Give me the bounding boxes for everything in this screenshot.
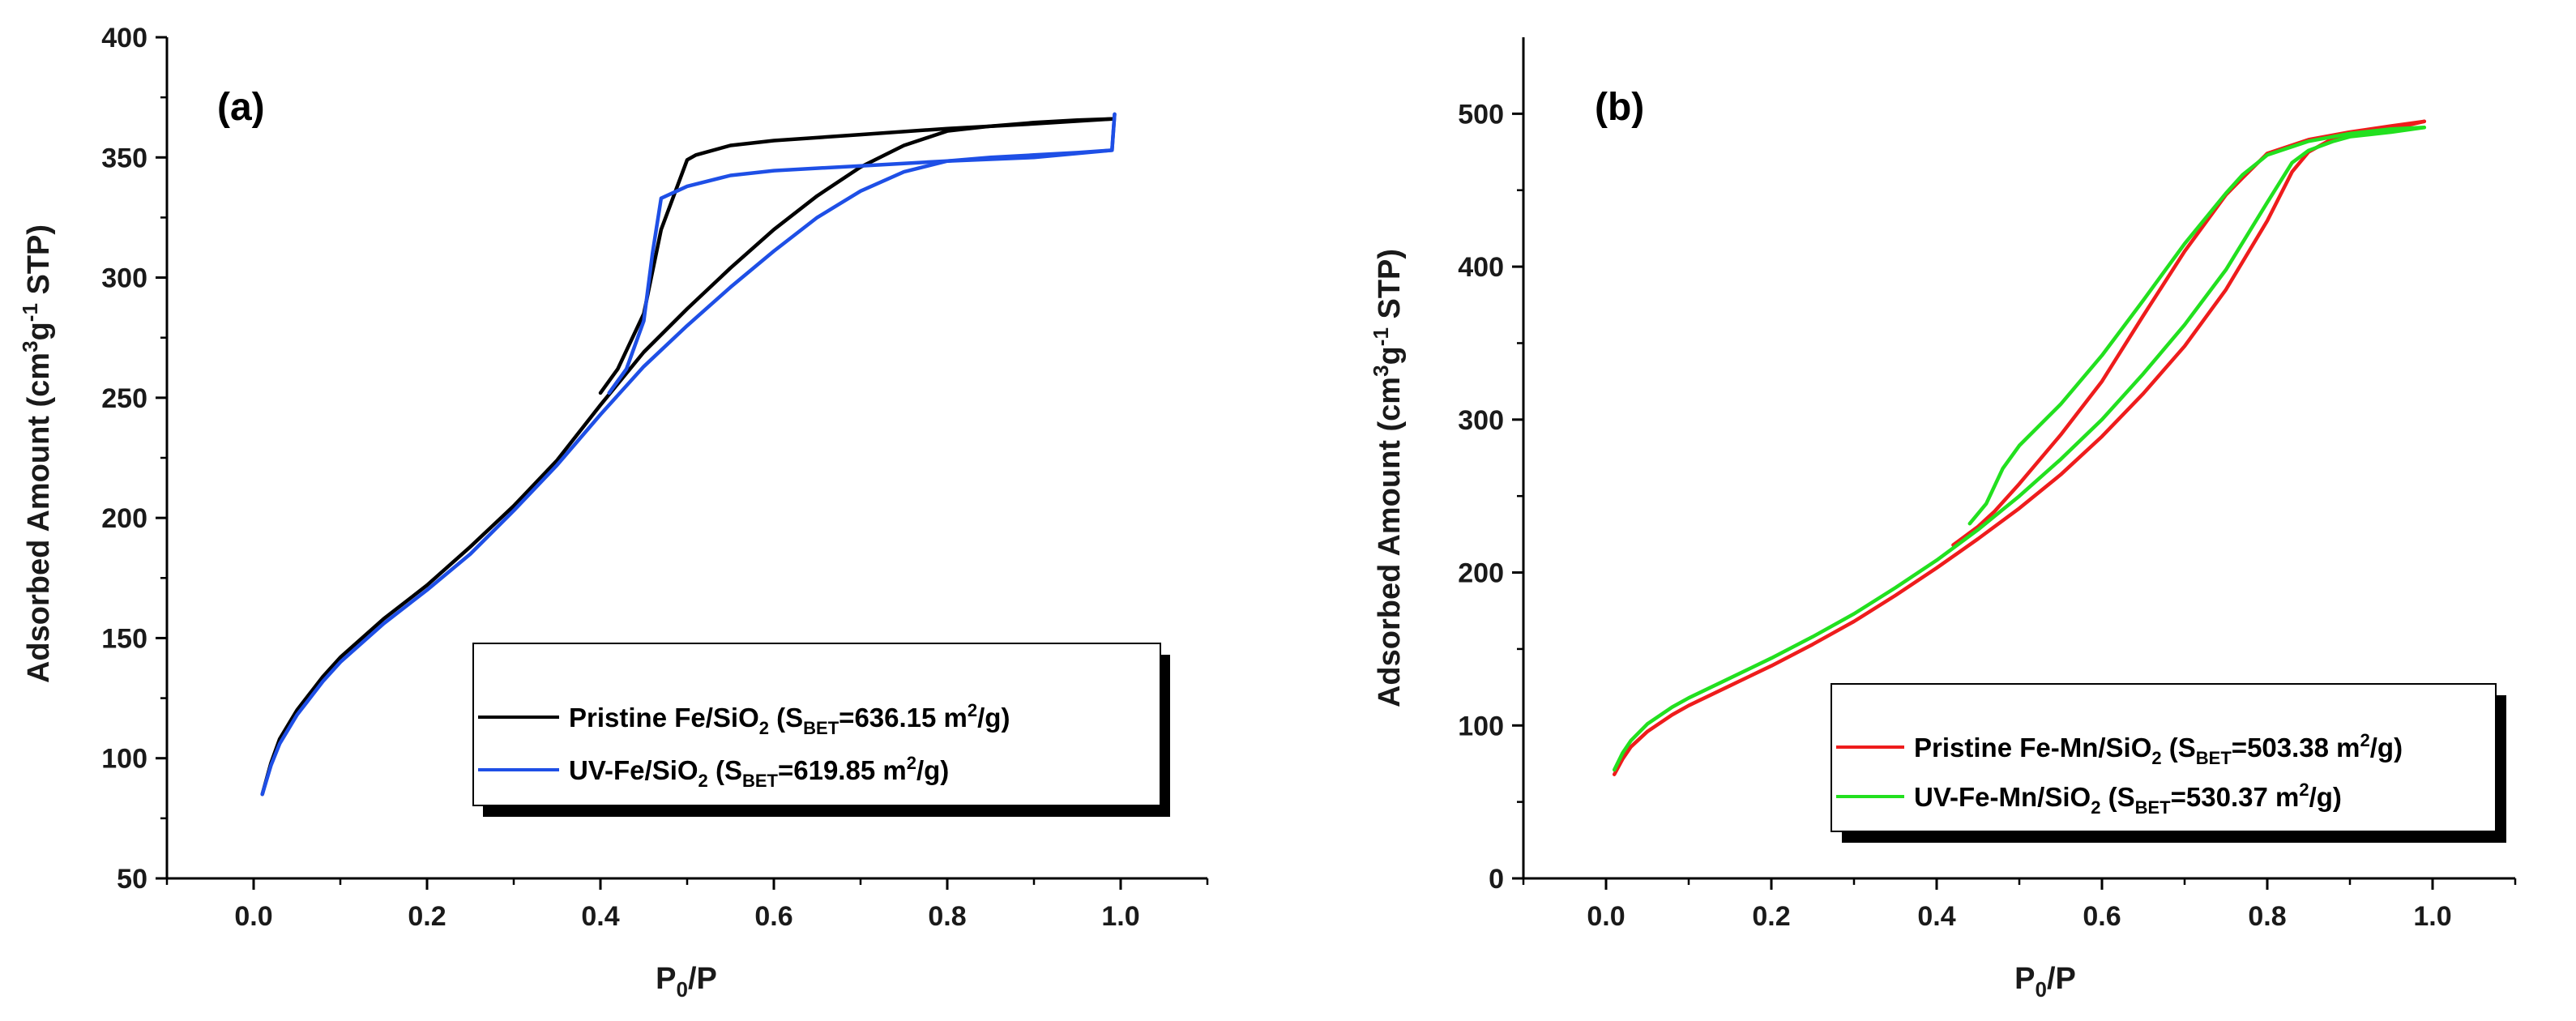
- x-ticks-b: 0.0 0.2 0.4 0.6 0.8 1.0: [1522, 878, 2517, 932]
- y-axis-title-b: Adsorbed Amount (cm3g-1 STP): [1369, 249, 1407, 707]
- pristine-fe-sio2-desorption-curve: [598, 117, 1114, 395]
- legend-label-pristine-fe: Pristine Fe/SiO2 (SBET=636.15 m2/g): [569, 700, 1010, 738]
- x-tick-label: 1.0: [1101, 901, 1139, 932]
- curves-a: [260, 112, 1117, 797]
- uv-fe-mn-sio2-desorption-curve: [1967, 126, 2427, 526]
- y-tick-label: 0: [1489, 864, 1504, 895]
- y-tick-label: 400: [101, 23, 147, 53]
- x-ticks-a: 0.0 0.2 0.4 0.6 0.8 1.0: [165, 878, 1209, 932]
- pristine-fe-mn-sio2-adsorption-curve: [1612, 119, 2427, 776]
- legend-a: Pristine Fe/SiO2 (SBET=636.15 m2/g) UV-F…: [472, 643, 1170, 817]
- y-tick-label: 200: [101, 503, 147, 534]
- uv-fe-sio2-desorption-curve: [607, 112, 1117, 395]
- x-axis-title-b: P0/P: [2014, 962, 2076, 1002]
- y-tick-label: 200: [1458, 558, 1504, 589]
- y-tick-label: 150: [101, 623, 147, 654]
- x-tick-label: 0.4: [581, 901, 619, 932]
- y-tick-label: 500: [1458, 99, 1504, 130]
- x-tick-label: 0.0: [1587, 901, 1625, 932]
- y-ticks-a: 50 100 150 200 250 300 350 400: [101, 23, 167, 895]
- legend-box-a: [472, 643, 1161, 806]
- y-tick-label: 300: [1458, 405, 1504, 436]
- x-tick-label: 0.6: [2083, 901, 2121, 932]
- x-tick-label: 0.4: [1917, 901, 1955, 932]
- pristine-fe-mn-sio2-desorption-curve: [1951, 119, 2427, 547]
- x-tick-label: 0.6: [754, 901, 792, 932]
- x-tick-label: 0.0: [234, 901, 272, 932]
- pristine-fe-sio2-adsorption-curve: [260, 117, 1114, 797]
- y-tick-label: 400: [1458, 252, 1504, 283]
- y-tick-label: 350: [101, 143, 147, 173]
- y-axis-title-a: Adsorbed Amount (cm3g-1 STP): [18, 224, 56, 683]
- curves-b: [1612, 119, 2427, 776]
- legend-label-pristine-femn: Pristine Fe-Mn/SiO2 (SBET=503.38 m2/g): [1914, 730, 2403, 768]
- y-tick-label: 100: [101, 744, 147, 775]
- x-axis-title-a: P0/P: [656, 962, 717, 1002]
- legend-b: Pristine Fe-Mn/SiO2 (SBET=503.38 m2/g) U…: [1831, 683, 2506, 843]
- x-tick-label: 0.2: [408, 901, 446, 932]
- x-tick-label: 1.0: [2413, 901, 2451, 932]
- chart-panel-a: 0.0 0.2 0.4 0.6 0.8 1.0 50 100 150 200 250 300 350 4…: [18, 23, 1209, 1002]
- legend-label-uv-fe: UV-Fe/SiO2 (SBET=619.85 m2/g): [569, 753, 949, 791]
- panel-label-a: (a): [217, 86, 265, 129]
- uv-fe-mn-sio2-adsorption-curve: [1612, 126, 2427, 772]
- y-tick-label: 250: [101, 383, 147, 414]
- y-ticks-b: 0 100 200 300 400 500: [1458, 99, 1523, 895]
- y-tick-label: 300: [101, 263, 147, 294]
- panel-label-b: (b): [1595, 86, 1644, 129]
- x-tick-label: 0.8: [928, 901, 966, 932]
- x-tick-label: 0.8: [2248, 901, 2286, 932]
- y-tick-label: 100: [1458, 711, 1504, 741]
- x-tick-label: 0.2: [1752, 901, 1790, 932]
- legend-label-uv-femn: UV-Fe-Mn/SiO2 (SBET=530.37 m2/g): [1914, 780, 2342, 818]
- y-tick-label: 50: [117, 864, 147, 895]
- legend-box-b: [1831, 683, 2497, 832]
